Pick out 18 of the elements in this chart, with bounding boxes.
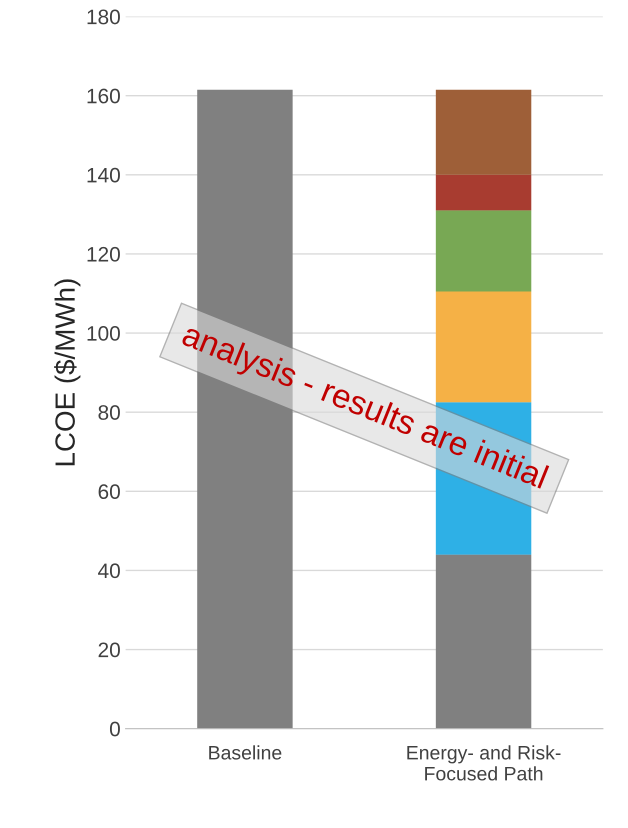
y-tick-label: 60 bbox=[98, 484, 120, 500]
bar bbox=[436, 210, 532, 292]
y-tick-label: 140 bbox=[88, 168, 120, 183]
bar bbox=[436, 174, 532, 210]
bar bbox=[436, 292, 532, 402]
y-tick-label: 20 bbox=[98, 642, 120, 658]
y-tick-label: 180 bbox=[88, 10, 120, 24]
bar bbox=[436, 90, 532, 175]
y-tick-label: 40 bbox=[98, 563, 120, 578]
x-tick-label: Energy- and Risk- Focused Path bbox=[407, 745, 561, 781]
y-tick-label: 0 bbox=[110, 722, 120, 736]
y-tick-label: 100 bbox=[88, 326, 120, 341]
y-axis-title: LCOE ($/MWh) bbox=[54, 279, 80, 466]
bar bbox=[436, 554, 532, 729]
y-tick-label: 80 bbox=[98, 405, 120, 420]
y-tick-label: 120 bbox=[88, 246, 120, 262]
x-tick-label: Baseline bbox=[209, 745, 282, 760]
y-tick-label: 160 bbox=[88, 88, 120, 104]
